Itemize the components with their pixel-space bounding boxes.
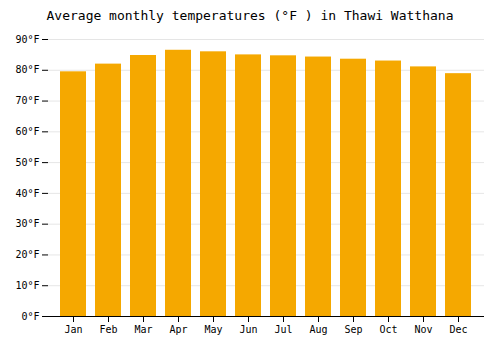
svg-text:Feb: Feb: [99, 324, 117, 335]
svg-text:Apr: Apr: [169, 324, 187, 335]
svg-text:Oct: Oct: [379, 324, 397, 335]
svg-text:70°F: 70°F: [15, 95, 39, 106]
svg-text:Dec: Dec: [449, 324, 467, 335]
svg-text:Jan: Jan: [64, 324, 82, 335]
svg-text:Nov: Nov: [414, 324, 432, 335]
svg-text:40°F: 40°F: [15, 188, 39, 199]
svg-text:Jun: Jun: [239, 324, 257, 335]
svg-text:90°F: 90°F: [15, 34, 39, 45]
svg-text:0°F: 0°F: [21, 311, 39, 322]
svg-text:20°F: 20°F: [15, 249, 39, 260]
svg-text:Aug: Aug: [309, 324, 327, 335]
svg-text:50°F: 50°F: [15, 157, 39, 168]
svg-text:60°F: 60°F: [15, 126, 39, 137]
svg-text:Mar: Mar: [134, 324, 152, 335]
html-text:Average monthly temperatures (: Average monthly temperatures (°F ) in Th…: [46, 8, 454, 23]
svg-text:Sep: Sep: [344, 324, 362, 335]
svg-text:80°F: 80°F: [15, 64, 39, 75]
svg-text:30°F: 30°F: [15, 218, 39, 229]
svg-text:10°F: 10°F: [15, 280, 39, 291]
svg-text:May: May: [204, 324, 222, 335]
svg-text:Jul: Jul: [274, 324, 292, 335]
